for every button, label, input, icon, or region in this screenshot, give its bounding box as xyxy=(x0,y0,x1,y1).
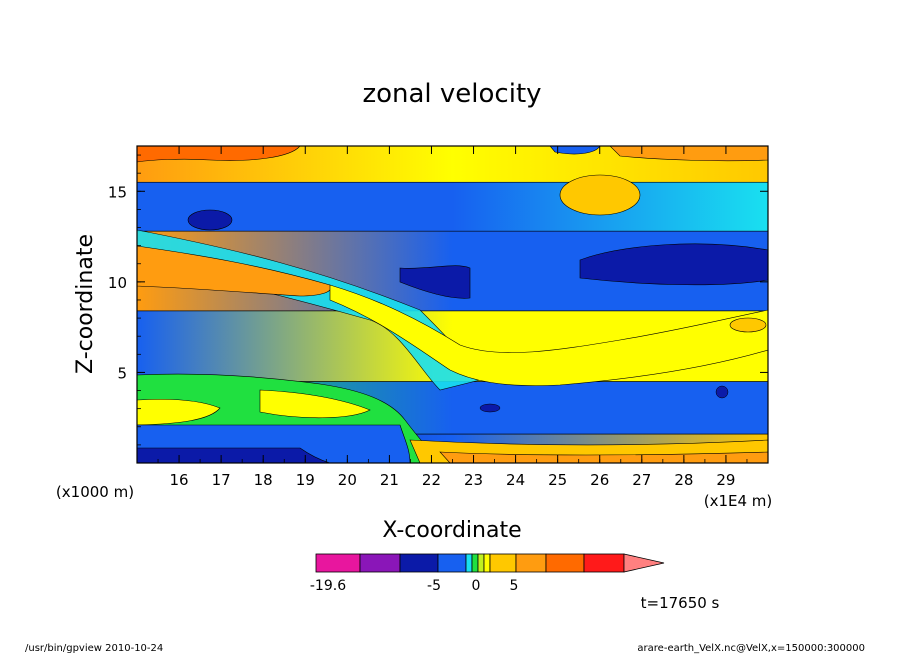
y-axis: 5 10 15 xyxy=(108,154,768,446)
x-tick-label: 19 xyxy=(296,471,315,489)
colorbar xyxy=(315,553,665,573)
colorbar-label: 0 xyxy=(472,578,481,594)
colorbar-segment xyxy=(545,553,585,573)
x-tick-label: 25 xyxy=(548,471,567,489)
y-tick-label: 5 xyxy=(117,364,127,382)
chart-title: zonal velocity xyxy=(362,79,541,109)
footer-left: /usr/bin/gpview 2010-10-24 xyxy=(25,643,163,654)
x-tick-label: 18 xyxy=(254,471,273,489)
colorbar-arrow xyxy=(623,553,665,573)
time-label: t=17650 s xyxy=(641,594,720,612)
x-tick-label: 22 xyxy=(422,471,441,489)
y-tick-label: 15 xyxy=(108,183,127,201)
footer-right: arare-earth_VelX.nc@VelX,x=150000:300000 xyxy=(637,643,865,654)
colorbar-segment xyxy=(489,553,517,573)
heatmap-band-b5 xyxy=(137,181,768,232)
x-unit-label: (x1E4 m) xyxy=(704,492,773,510)
x-tick-label: 27 xyxy=(632,471,651,489)
y-tick-label: 10 xyxy=(108,274,127,292)
colorbar-segment xyxy=(437,553,467,573)
x-tick-label: 20 xyxy=(338,471,357,489)
colorbar-segment xyxy=(515,553,547,573)
x-tick-label: 16 xyxy=(170,471,189,489)
colorbar-label: -5 xyxy=(427,578,441,594)
colorbar-segment xyxy=(477,553,485,573)
colorbar-labels: -19.6 -5 0 5 xyxy=(310,578,519,594)
colorbar-segment xyxy=(359,553,401,573)
x-axis-label: X-coordinate xyxy=(382,518,521,543)
x-tick-label: 17 xyxy=(212,471,231,489)
x-axis: 16 17 18 19 20 21 22 23 24 25 26 27 28 29 xyxy=(136,146,769,489)
colorbar-segment xyxy=(483,553,491,573)
colorbar-segment xyxy=(465,553,473,573)
detail-features xyxy=(137,146,768,463)
colorbar-segment xyxy=(471,553,479,573)
colorbar-label: -19.6 xyxy=(310,578,346,594)
x-tick-label: 24 xyxy=(506,471,525,489)
colorbar-label: 5 xyxy=(510,578,519,594)
colorbar-segment xyxy=(583,553,625,573)
y-unit-label: (x1000 m) xyxy=(56,483,134,501)
x-tick-label: 23 xyxy=(464,471,483,489)
x-tick-label: 28 xyxy=(674,471,693,489)
x-tick-label: 21 xyxy=(380,471,399,489)
colorbar-segment xyxy=(315,553,361,573)
colorbar-segment xyxy=(399,553,439,573)
x-tick-label: 29 xyxy=(716,471,735,489)
x-tick-label: 26 xyxy=(590,471,609,489)
y-axis-label: Z-coordinate xyxy=(73,234,98,374)
